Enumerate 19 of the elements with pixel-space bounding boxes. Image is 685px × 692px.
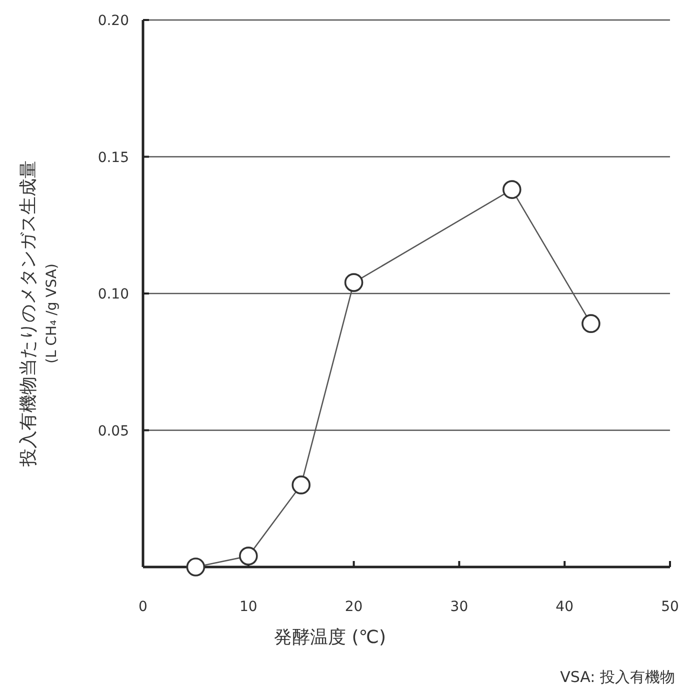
y-axis-title: 投入有機物当たりのメタンガス生成量 (L CH₄ /g VSA) (18, 160, 60, 468)
x-tick-label: 30 (450, 599, 468, 615)
point (292, 476, 310, 494)
x-tick-label: 20 (344, 599, 363, 615)
x-tick-label: 40 (556, 599, 574, 615)
y-tick-label: 0.20 (98, 13, 129, 29)
point (186, 558, 206, 576)
y-tick-label: 0.10 (98, 286, 129, 302)
point (344, 273, 364, 292)
point (582, 314, 600, 333)
text: VSA: 投入有機物 (560, 668, 675, 686)
y-tick-label: 0.05 (98, 423, 129, 440)
x-tick-label: 0 (138, 599, 148, 615)
x-axis-title: 発酵温度 (℃) (274, 627, 386, 648)
point (502, 180, 522, 199)
point (239, 546, 258, 566)
y-tick-label: 0.15 (98, 150, 129, 166)
x-tick-label: 50 (661, 599, 679, 615)
x-tick-label: 10 (239, 599, 258, 615)
